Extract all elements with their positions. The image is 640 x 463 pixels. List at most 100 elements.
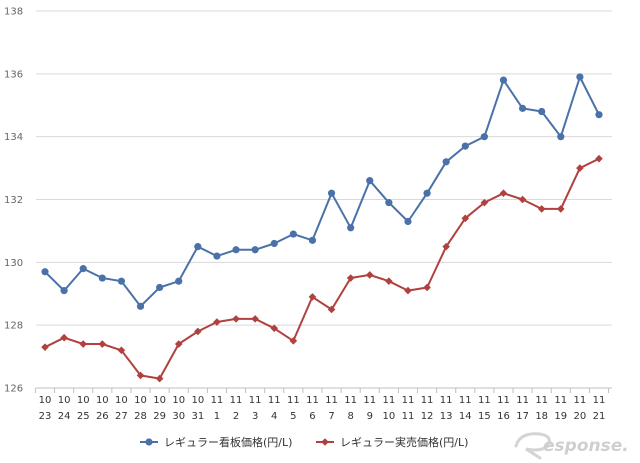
x-tick-label-month: 11 — [478, 395, 491, 406]
x-tick-label-day: 27 — [115, 411, 128, 422]
x-tick-label-month: 10 — [134, 395, 147, 406]
data-point — [251, 246, 259, 254]
data-point — [136, 371, 145, 380]
data-point — [461, 214, 470, 223]
data-point — [347, 224, 355, 232]
x-tick-label-month: 10 — [172, 395, 185, 406]
x-tick-label-day: 7 — [328, 411, 334, 422]
data-point — [156, 283, 164, 292]
y-axis-ticks: 126 128 130 132 134 136 138 — [4, 7, 23, 395]
data-point — [41, 268, 49, 276]
x-tick-label-month: 11 — [325, 395, 338, 406]
x-tick-label-day: 3 — [252, 411, 258, 422]
x-tick-label-day: 29 — [153, 411, 166, 422]
x-tick-label-day: 24 — [58, 411, 71, 422]
data-point — [442, 158, 450, 166]
x-tick-label-month: 11 — [421, 395, 434, 406]
legend: レギュラー看板価格(円/L) レギュラー実売価格(円/L) — [140, 435, 468, 449]
data-point — [595, 154, 603, 163]
x-tick-label-month: 11 — [402, 395, 415, 406]
data-point — [117, 277, 126, 285]
data-point — [41, 343, 49, 351]
data-point — [194, 327, 202, 336]
legend-item-2: レギュラー実売価格(円/L) — [316, 435, 468, 449]
x-tick-label-month: 10 — [58, 395, 71, 406]
data-point — [213, 252, 221, 260]
data-point — [576, 73, 584, 81]
series-1 — [41, 73, 603, 310]
x-axis-ticks: 1023102410251026102710281029103010311111… — [39, 395, 606, 422]
data-point — [499, 76, 508, 84]
data-point — [98, 274, 106, 282]
x-tick-label-day: 31 — [191, 411, 204, 422]
data-point — [365, 271, 374, 279]
series-group — [41, 73, 603, 383]
x-tick-label-day: 10 — [382, 411, 395, 422]
data-point — [98, 340, 107, 348]
y-tick-label: 138 — [4, 7, 23, 18]
x-tick-label-month: 11 — [211, 395, 224, 406]
x-tick-label-month: 11 — [230, 395, 243, 406]
data-point — [79, 340, 88, 348]
data-point — [60, 333, 68, 342]
x-tick-label-month: 11 — [306, 395, 319, 406]
data-point — [289, 337, 298, 345]
data-point — [270, 324, 279, 333]
data-point — [442, 242, 450, 251]
x-tick-label-month: 11 — [382, 395, 395, 406]
data-point — [155, 374, 164, 383]
data-point — [385, 199, 393, 207]
data-point — [79, 265, 87, 273]
x-tick-label-month: 11 — [440, 395, 453, 406]
watermark-text: esponse. — [543, 436, 629, 456]
data-point — [232, 246, 240, 254]
y-tick-label: 126 — [4, 384, 23, 395]
x-tick-label-month: 11 — [516, 395, 529, 406]
x-tick-label-day: 15 — [478, 411, 491, 422]
data-point — [576, 164, 584, 172]
x-tick-label-month: 10 — [96, 395, 109, 406]
data-point — [308, 293, 317, 301]
data-point — [480, 198, 489, 207]
x-tick-label-day: 8 — [347, 411, 353, 422]
x-tick-label-day: 18 — [535, 411, 548, 422]
y-tick-label: 130 — [4, 258, 23, 269]
x-tick-label-day: 11 — [402, 411, 415, 422]
series-2 — [41, 154, 603, 383]
x-tick-label-day: 4 — [271, 411, 277, 422]
x-tick-label-day: 14 — [459, 411, 472, 422]
data-point — [366, 177, 374, 185]
data-point — [175, 277, 183, 285]
x-tick-label-month: 11 — [497, 395, 510, 406]
y-tick-label: 132 — [4, 195, 23, 206]
data-point — [270, 239, 278, 248]
data-point — [461, 142, 469, 150]
response-logo-icon — [514, 432, 551, 460]
data-point — [557, 133, 565, 141]
data-point — [480, 133, 488, 141]
x-tick-label-month: 11 — [249, 395, 262, 406]
x-tick-label-day: 6 — [309, 411, 315, 422]
x-tick-label-month: 11 — [593, 395, 606, 406]
x-tick-label-month: 11 — [268, 395, 281, 406]
data-point — [518, 195, 527, 204]
data-point — [423, 283, 431, 292]
x-tick-label-day: 20 — [574, 411, 587, 422]
x-tick-label-month: 11 — [344, 395, 357, 406]
watermark: esponse. — [514, 432, 629, 460]
x-tick-label-month: 10 — [77, 395, 90, 406]
x-tick-label-month: 10 — [191, 395, 204, 406]
data-point — [499, 189, 508, 198]
y-tick-label: 134 — [4, 132, 23, 143]
x-tick-label-day: 21 — [593, 411, 606, 422]
legend-marker — [145, 438, 153, 446]
data-point — [556, 205, 565, 213]
x-tick-label-month: 11 — [574, 395, 587, 406]
gridlines — [36, 10, 612, 326]
x-tick-label-month: 10 — [153, 395, 166, 406]
x-tick-label-day: 5 — [290, 411, 296, 422]
x-tick-label-day: 2 — [233, 411, 239, 422]
x-tick-label-day: 12 — [421, 411, 434, 422]
x-tick-label-day: 26 — [96, 411, 109, 422]
